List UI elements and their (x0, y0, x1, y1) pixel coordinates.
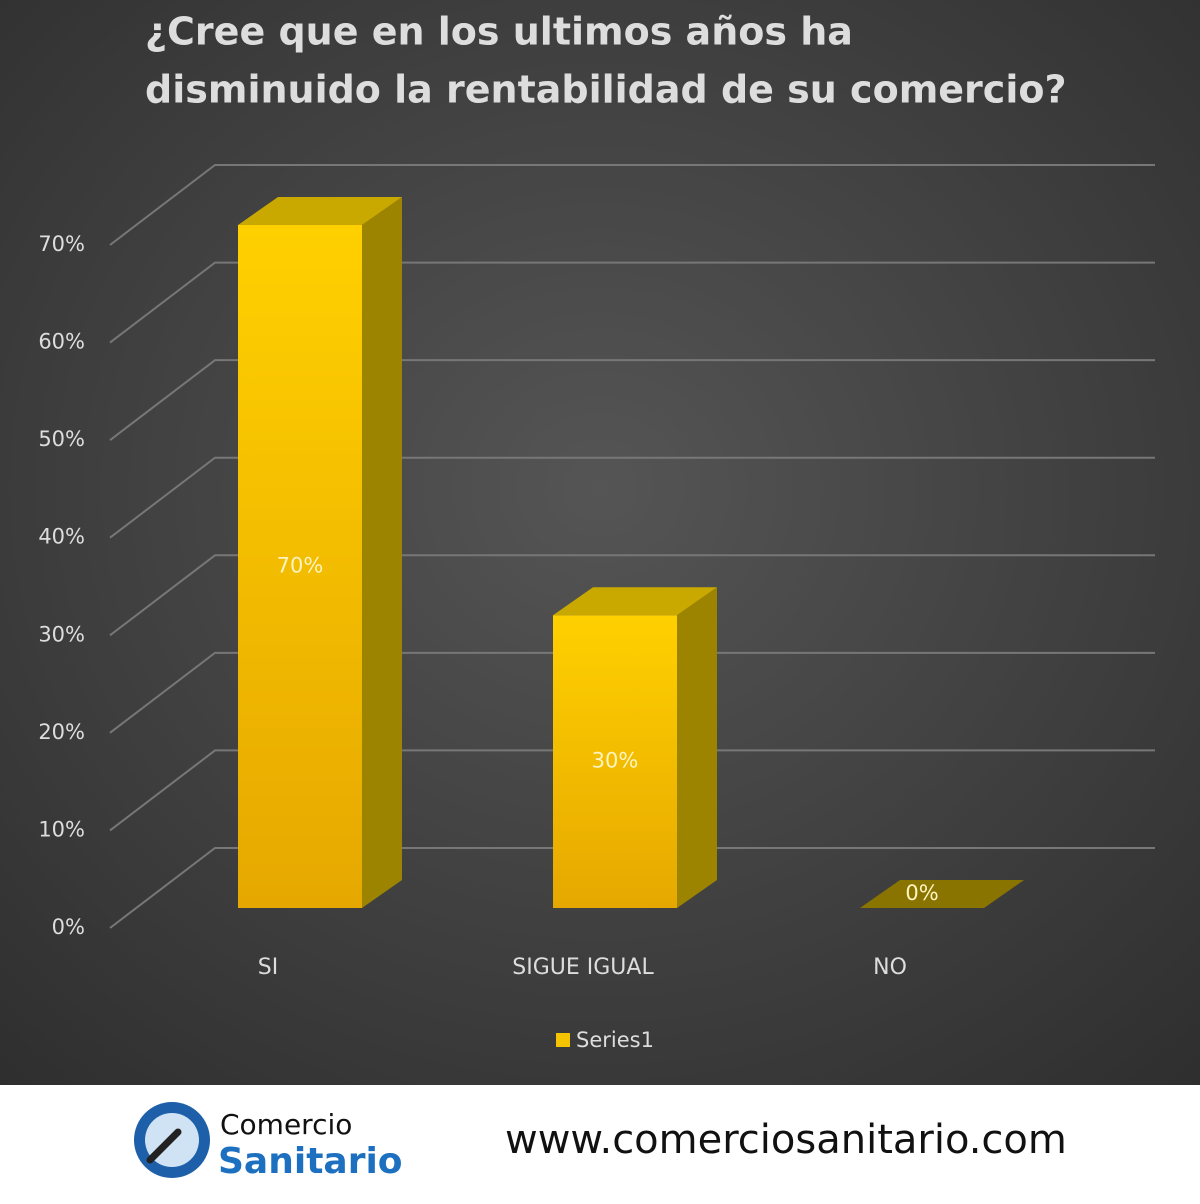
grid-line (109, 261, 1155, 344)
grid-line (109, 847, 1155, 929)
logo-icon (146, 1128, 182, 1164)
brand-name: Comercio (220, 1108, 352, 1141)
data-label: 70% (277, 554, 324, 578)
y-tick-label: 10% (38, 817, 85, 841)
y-tick-label: 60% (38, 330, 85, 354)
y-tick-label: 0% (52, 915, 85, 939)
grid-line (109, 554, 1155, 637)
data-label: 30% (592, 749, 639, 773)
bar (553, 615, 677, 908)
y-tick-label: 30% (38, 622, 85, 646)
data-label: 0% (905, 881, 938, 905)
grid-line (109, 359, 1155, 441)
legend-label: Series1 (576, 1028, 654, 1052)
chart-background (0, 0, 1200, 1085)
y-tick-label: 50% (38, 427, 85, 451)
bar (238, 225, 362, 908)
legend-swatch (556, 1033, 570, 1047)
chart-title: ¿Cree que en los ultimos años ha (145, 10, 853, 54)
grid-line (109, 164, 1155, 246)
x-tick-label: NO (873, 955, 907, 980)
bar-top (860, 880, 1024, 908)
brand-name: Sanitario (218, 1141, 403, 1182)
grid-line (109, 651, 1155, 734)
y-tick-label: 20% (38, 720, 85, 744)
bar-top (553, 587, 717, 616)
y-tick-label: 40% (38, 525, 85, 549)
website-url: www.comerciosanitario.com (505, 1117, 1067, 1163)
bar-side (677, 587, 717, 908)
bar-side (362, 197, 402, 908)
plot: 0% 10% 20% 30% 40% 50% 60% 70% SI SIGUE IGUAL NO 70… (38, 164, 1155, 1052)
grid-line (109, 456, 1155, 539)
bar-top (238, 197, 402, 225)
x-tick-label: SIGUE IGUAL (512, 955, 654, 980)
grid-line (109, 749, 1155, 832)
x-tick-label: SI (258, 955, 278, 980)
chart-title: disminuido la rentabilidad de su comerci… (145, 68, 1067, 112)
y-tick-label: 70% (38, 232, 85, 256)
